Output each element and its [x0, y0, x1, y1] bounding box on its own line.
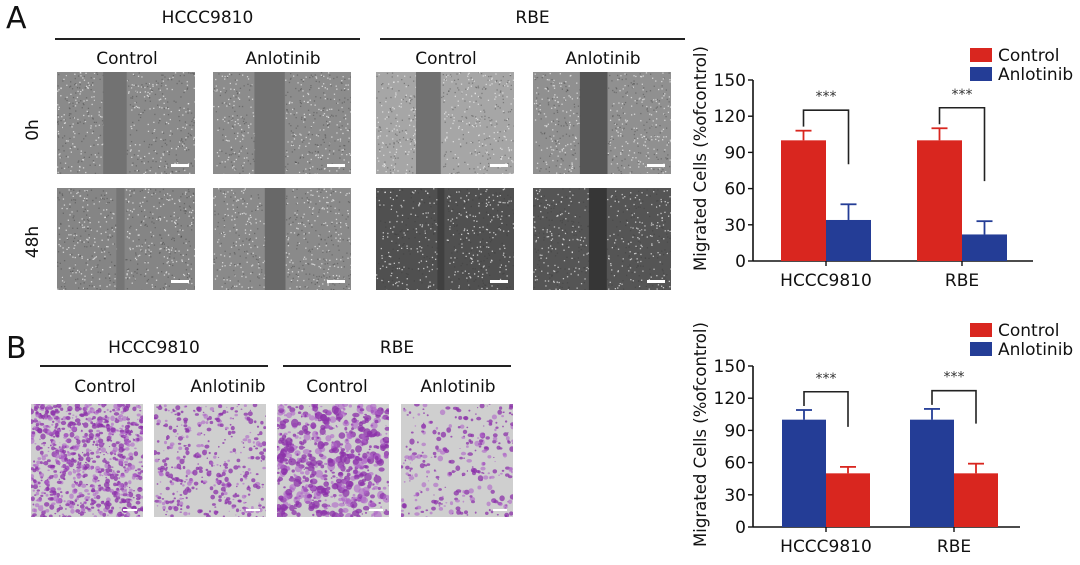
- panel-b-letter: B: [6, 331, 27, 366]
- wound-micrograph: [213, 188, 351, 290]
- panel-b-group-rule-rbe: [283, 365, 511, 367]
- panel-a-row-48h: 48h: [23, 225, 43, 259]
- y-axis-label: Migrated Cells (%ofcontrol): [691, 322, 710, 547]
- panel-a-col-control-rbe: Control: [415, 49, 477, 69]
- scale-bar: [490, 164, 508, 167]
- y-tick-label: 0: [735, 518, 746, 538]
- panel-b-group-rbe: RBE: [379, 338, 415, 358]
- y-tick-label: 150: [714, 71, 746, 91]
- bar-anlotinib-hccc9810: [826, 219, 871, 261]
- panel-a-group-rule-hccc9810: [55, 38, 360, 40]
- bar-anlotinib-rbe: [962, 234, 1007, 261]
- x-tick-label: RBE: [937, 537, 971, 557]
- x-tick-label: HCCC9810: [780, 537, 872, 557]
- scale-bar: [369, 509, 383, 511]
- wound-micrograph: [213, 72, 351, 174]
- wound-micrograph: [376, 72, 514, 174]
- wound-micrograph: [57, 72, 195, 174]
- legend-label-anlotinib: Anlotinib: [998, 65, 1073, 85]
- scale-bar: [123, 509, 137, 511]
- scale-bar: [327, 164, 345, 167]
- transwell-micrograph: [154, 404, 266, 517]
- panel-b-group-rule-hccc9810: [40, 365, 268, 367]
- bar-control-rbe: [917, 140, 962, 261]
- bar-control-rbe: [954, 473, 998, 527]
- significance-label: ***: [816, 89, 837, 105]
- significance-bracket: [931, 389, 977, 424]
- y-tick-label: 60: [724, 180, 746, 200]
- legend-label-anlotinib: Anlotinib: [998, 340, 1073, 360]
- legend-label-control: Control: [998, 46, 1059, 66]
- y-tick-label: 30: [724, 486, 746, 506]
- bar-anlotinib-rbe: [910, 419, 954, 527]
- transwell-micrograph: [401, 404, 513, 517]
- legend-swatch-control: [970, 48, 992, 62]
- significance-bracket: [802, 109, 850, 165]
- legend-swatch-control: [970, 323, 992, 337]
- scale-bar: [647, 164, 665, 167]
- y-tick-label: 150: [714, 357, 746, 377]
- y-tick-label: 120: [714, 107, 746, 127]
- wound-micrograph: [533, 72, 671, 174]
- panel-a-col-control-hccc9810: Control: [96, 49, 158, 69]
- y-tick-label: 90: [724, 143, 746, 163]
- bar-control-hccc9810: [826, 473, 870, 527]
- scale-bar: [171, 280, 189, 283]
- legend-swatch-anlotinib: [970, 342, 992, 356]
- scale-bar: [171, 164, 189, 167]
- wound-micrograph: [533, 188, 671, 290]
- panel-a-col-anlotinib-hccc9810: Anlotinib: [245, 49, 321, 69]
- panel-b-col-anlotinib-hccc9810: Anlotinib: [190, 377, 266, 397]
- x-tick-label: HCCC9810: [780, 271, 872, 290]
- panel-a-group-hccc9810: HCCC9810: [161, 8, 254, 28]
- x-tick-label: RBE: [945, 271, 979, 290]
- scale-bar: [490, 280, 508, 283]
- legend-swatch-anlotinib: [970, 67, 992, 81]
- wound-micrograph: [376, 188, 514, 290]
- panel-b-group-hccc9810: HCCC9810: [108, 338, 200, 358]
- bar-anlotinib-hccc9810: [782, 419, 826, 527]
- transwell-micrograph: [31, 404, 143, 517]
- legend-label-control: Control: [998, 321, 1059, 341]
- wound-micrograph: [57, 188, 195, 290]
- panel-b-col-control-rbe: Control: [306, 377, 368, 397]
- panel-a-row-0h: 0h: [23, 119, 43, 141]
- panel-b-col-control-hccc9810: Control: [74, 377, 136, 397]
- significance-label: ***: [944, 370, 965, 386]
- panel-a-letter: A: [6, 1, 27, 36]
- significance-label: ***: [816, 371, 837, 387]
- significance-label: ***: [952, 87, 973, 103]
- scale-bar: [327, 280, 345, 283]
- y-axis-label: Migrated Cells (%ofcontrol): [691, 46, 710, 271]
- scale-bar: [647, 280, 665, 283]
- scale-bar: [246, 509, 260, 511]
- scale-bar: [493, 509, 507, 511]
- y-tick-label: 30: [724, 216, 746, 236]
- bar-control-hccc9810: [781, 140, 826, 261]
- panel-b-col-anlotinib-rbe: Anlotinib: [420, 377, 496, 397]
- y-tick-label: 90: [724, 421, 746, 441]
- significance-bracket: [938, 106, 986, 182]
- panel-a-col-anlotinib-rbe: Anlotinib: [565, 49, 641, 69]
- y-tick-label: 120: [714, 389, 746, 409]
- y-tick-label: 0: [735, 252, 746, 272]
- significance-bracket: [803, 390, 849, 427]
- y-tick-label: 60: [724, 454, 746, 474]
- transwell-micrograph: [277, 404, 389, 517]
- panel-a-group-rule-rbe: [380, 38, 685, 40]
- panel-a-group-rbe: RBE: [515, 8, 550, 28]
